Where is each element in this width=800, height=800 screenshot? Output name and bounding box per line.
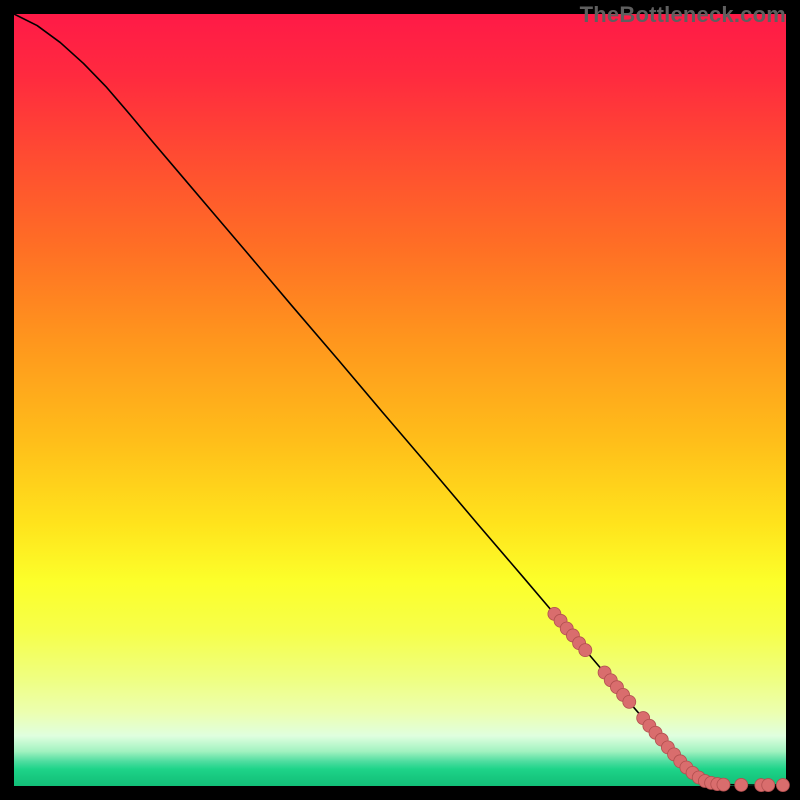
curve-marker [579, 644, 592, 657]
curve-marker [623, 695, 636, 708]
curve-marker [762, 779, 775, 792]
curve-marker [735, 778, 748, 791]
chart-svg [0, 0, 800, 800]
curve-marker [717, 778, 730, 791]
chart-stage: TheBottleneck.com [0, 0, 800, 800]
curve-marker [776, 779, 789, 792]
watermark-text: TheBottleneck.com [580, 2, 786, 28]
plot-background [14, 14, 786, 786]
